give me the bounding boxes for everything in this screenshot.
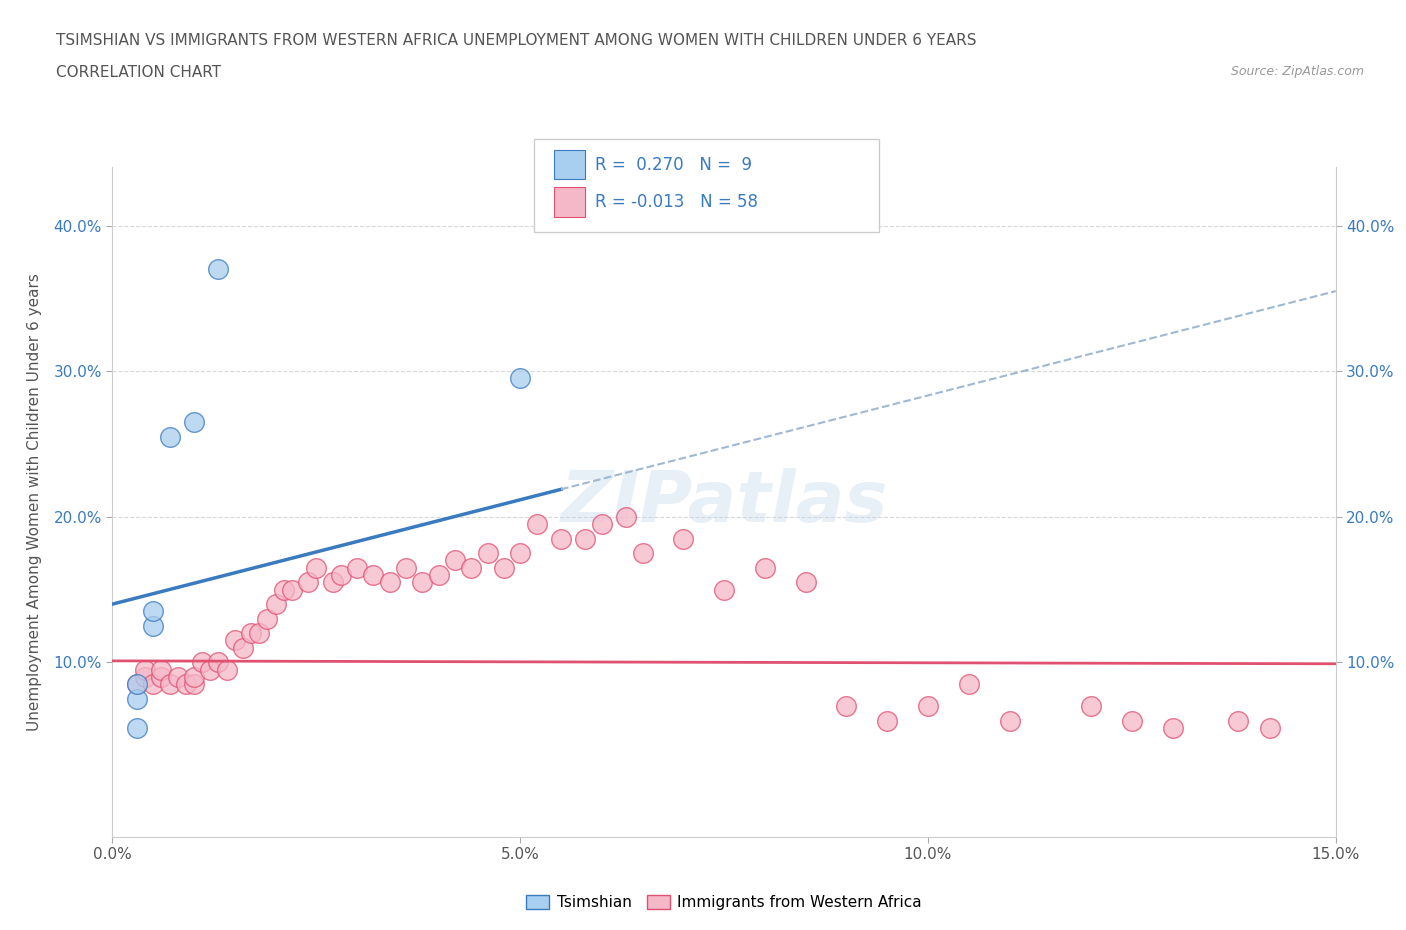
Text: R =  0.270   N =  9: R = 0.270 N = 9 bbox=[595, 155, 752, 174]
Point bbox=[183, 677, 205, 692]
Point bbox=[378, 575, 401, 590]
Point bbox=[395, 560, 418, 575]
Point bbox=[1226, 713, 1249, 728]
Point bbox=[998, 713, 1021, 728]
Point bbox=[1080, 698, 1102, 713]
Text: TSIMSHIAN VS IMMIGRANTS FROM WESTERN AFRICA UNEMPLOYMENT AMONG WOMEN WITH CHILDR: TSIMSHIAN VS IMMIGRANTS FROM WESTERN AFR… bbox=[56, 33, 977, 47]
Point bbox=[329, 567, 352, 582]
Point bbox=[526, 516, 548, 531]
Point bbox=[142, 604, 165, 618]
Point bbox=[509, 371, 531, 386]
Point bbox=[224, 633, 246, 648]
Point bbox=[150, 670, 173, 684]
Point bbox=[166, 670, 188, 684]
Point bbox=[142, 677, 165, 692]
Point bbox=[614, 510, 637, 525]
Point bbox=[1121, 713, 1143, 728]
Point bbox=[509, 546, 531, 561]
Point bbox=[346, 560, 368, 575]
Point bbox=[754, 560, 776, 575]
Text: Source: ZipAtlas.com: Source: ZipAtlas.com bbox=[1230, 65, 1364, 78]
Text: CORRELATION CHART: CORRELATION CHART bbox=[56, 65, 221, 80]
Text: R = -0.013   N = 58: R = -0.013 N = 58 bbox=[595, 193, 758, 211]
Text: ZIPatlas: ZIPatlas bbox=[561, 468, 887, 537]
Point bbox=[591, 516, 613, 531]
Point bbox=[1161, 721, 1184, 736]
Point bbox=[363, 567, 385, 582]
Point bbox=[125, 691, 148, 706]
Point bbox=[273, 582, 295, 597]
Point bbox=[305, 560, 328, 575]
Point bbox=[444, 553, 467, 568]
Point bbox=[427, 567, 450, 582]
Point bbox=[264, 597, 287, 612]
Point bbox=[297, 575, 319, 590]
Point bbox=[183, 415, 205, 430]
Point bbox=[713, 582, 735, 597]
Point bbox=[574, 531, 596, 546]
Point bbox=[207, 262, 229, 277]
Point bbox=[159, 677, 181, 692]
Point bbox=[411, 575, 433, 590]
Point bbox=[477, 546, 499, 561]
Point bbox=[200, 662, 222, 677]
Y-axis label: Unemployment Among Women with Children Under 6 years: Unemployment Among Women with Children U… bbox=[28, 273, 42, 731]
Point bbox=[247, 626, 270, 641]
Point bbox=[281, 582, 304, 597]
Point bbox=[183, 670, 205, 684]
Point bbox=[460, 560, 482, 575]
Point bbox=[125, 677, 148, 692]
Point bbox=[159, 430, 181, 445]
Point bbox=[256, 611, 278, 626]
Point bbox=[550, 531, 572, 546]
Point bbox=[174, 677, 197, 692]
Point bbox=[835, 698, 858, 713]
Point bbox=[215, 662, 238, 677]
Legend: Tsimshian, Immigrants from Western Africa: Tsimshian, Immigrants from Western Afric… bbox=[520, 889, 928, 916]
Point bbox=[1260, 721, 1282, 736]
Point bbox=[672, 531, 695, 546]
Point bbox=[125, 677, 148, 692]
Point bbox=[134, 670, 156, 684]
Point bbox=[240, 626, 263, 641]
Point bbox=[142, 618, 165, 633]
Point bbox=[492, 560, 515, 575]
Point bbox=[876, 713, 898, 728]
Point bbox=[631, 546, 654, 561]
Point bbox=[794, 575, 817, 590]
Point bbox=[125, 721, 148, 736]
Point bbox=[232, 641, 254, 656]
Point bbox=[134, 662, 156, 677]
Point bbox=[150, 662, 173, 677]
Point bbox=[322, 575, 344, 590]
Point bbox=[917, 698, 939, 713]
Point bbox=[191, 655, 214, 670]
Point bbox=[207, 655, 229, 670]
Point bbox=[957, 677, 980, 692]
